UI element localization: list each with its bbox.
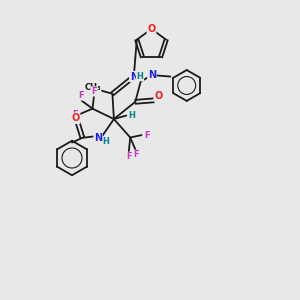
Text: O: O bbox=[154, 91, 162, 101]
Text: H: H bbox=[128, 111, 135, 120]
Text: N: N bbox=[130, 72, 138, 82]
Text: N: N bbox=[94, 133, 102, 143]
Text: N: N bbox=[148, 70, 156, 80]
Text: O: O bbox=[71, 113, 80, 123]
Text: CH₃: CH₃ bbox=[84, 83, 101, 92]
Text: F: F bbox=[144, 130, 149, 140]
Text: F: F bbox=[91, 87, 97, 96]
Text: O: O bbox=[147, 24, 156, 34]
Text: H: H bbox=[136, 72, 143, 81]
Text: F: F bbox=[78, 91, 84, 100]
Text: F: F bbox=[133, 150, 138, 159]
Text: H: H bbox=[103, 137, 110, 146]
Text: F: F bbox=[126, 152, 132, 161]
Text: F: F bbox=[72, 110, 78, 118]
